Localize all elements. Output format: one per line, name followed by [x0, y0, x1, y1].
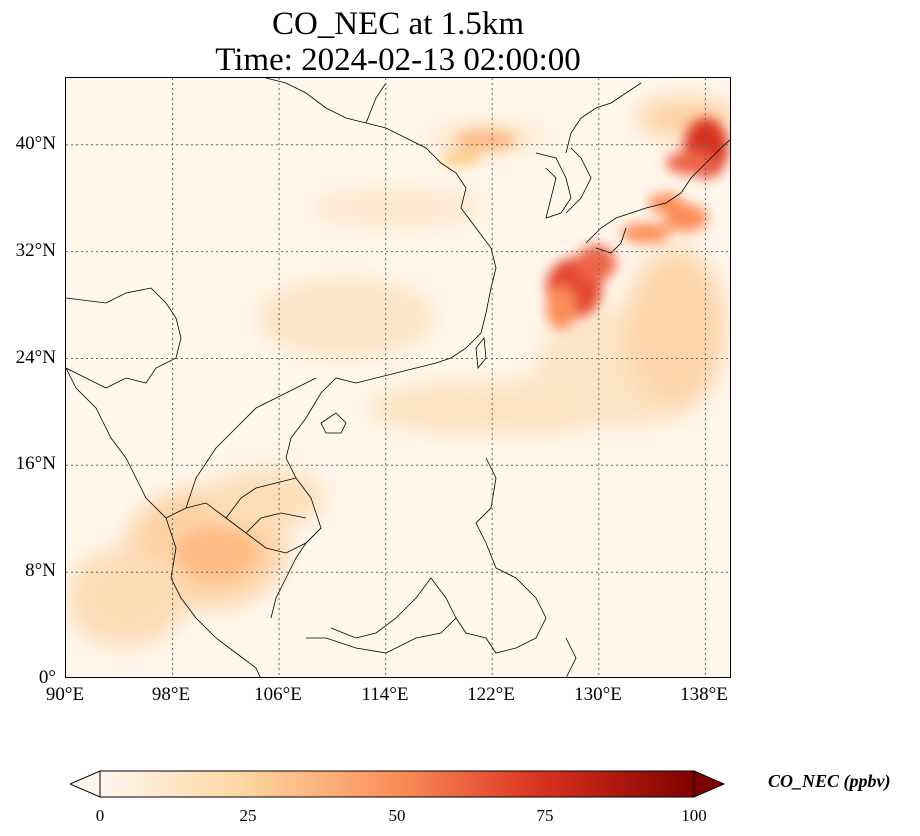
map-plot-area: [65, 77, 731, 678]
colorbar: [70, 770, 726, 798]
lat-tick-label: 40°N: [15, 133, 56, 154]
lat-tick-label: 8°N: [25, 560, 56, 581]
lat-tick-label: 16°N: [15, 453, 56, 474]
lon-tick-label: 122°E: [467, 684, 515, 705]
colorbar-tick-label: 75: [536, 806, 554, 825]
colorbar-gradient: [99, 770, 695, 798]
colorbar-label: CO_NEC (ppbv): [768, 771, 891, 791]
colorbar-tick-label: 0: [95, 806, 105, 825]
colorbar-tick-label: 100: [681, 806, 707, 825]
lat-tick-label: 32°N: [15, 240, 56, 261]
map-title-line-1: CO_NEC at 1.5km: [271, 6, 525, 42]
colorbar-min-extend-arrow: [70, 770, 101, 798]
lon-tick-label: 114°E: [361, 684, 409, 705]
colorbar-tick-label: 25: [239, 806, 257, 825]
gridlines: [66, 78, 730, 677]
colorbar-max-extend-arrow: [693, 770, 726, 798]
lon-tick-label: 138°E: [680, 684, 728, 705]
lat-tick-label: 0°: [38, 667, 56, 688]
lat-tick-label: 24°N: [15, 347, 56, 368]
concentration-map: [66, 78, 730, 677]
colorbar-tick-label: 50: [388, 806, 406, 825]
lon-tick-label: 90°E: [45, 684, 85, 705]
lon-tick-label: 106°E: [254, 684, 302, 705]
map-title-line-2: Time: 2024-02-13 02:00:00: [215, 42, 581, 78]
concentration-field: [66, 98, 730, 648]
lon-tick-label: 98°E: [151, 684, 191, 705]
lon-tick-label: 130°E: [574, 684, 622, 705]
